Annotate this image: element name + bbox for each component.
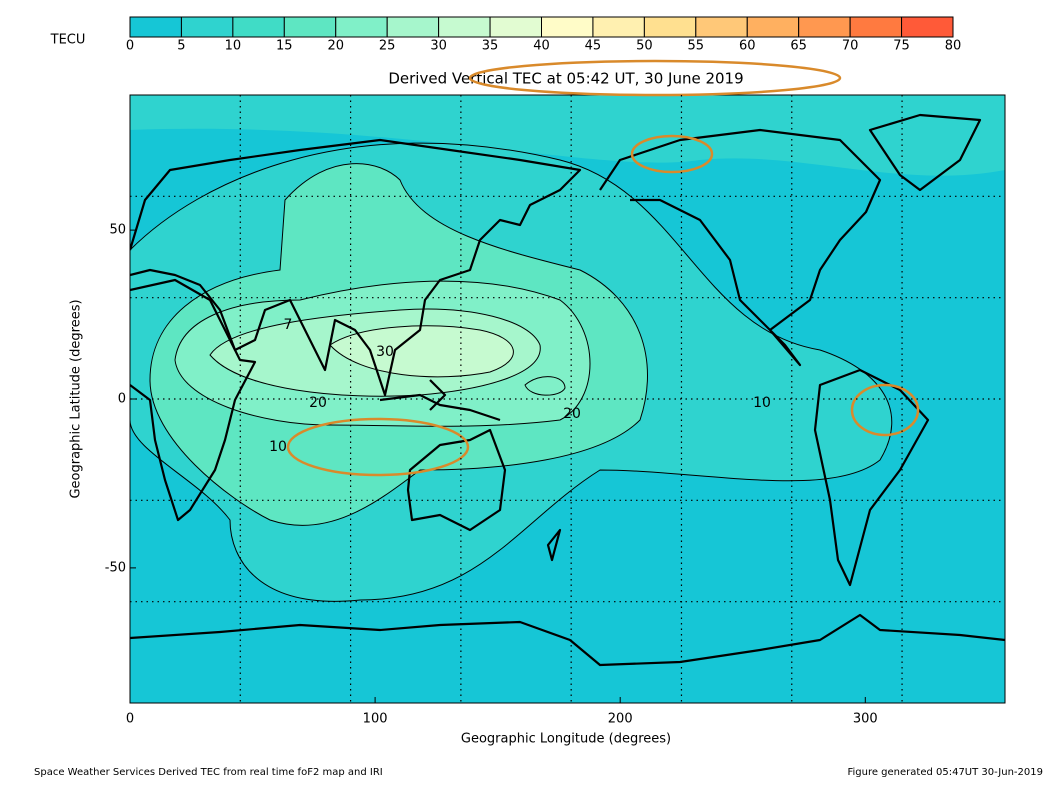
y-tick-label: 0	[118, 392, 126, 407]
chart-title: Derived Vertical TEC at 05:42 UT, 30 Jun…	[388, 70, 743, 88]
y-tick-label: 50	[109, 223, 126, 238]
y-axis-label: Geographic Latitude (degrees)	[69, 299, 84, 498]
colorbar-tick-label: 75	[893, 39, 910, 54]
tec-field	[130, 95, 1005, 703]
x-tick-label: 200	[608, 712, 633, 727]
coastline-greenland	[868, 113, 982, 192]
contour-label: 7	[284, 317, 293, 333]
colorbar-tick-label: 80	[945, 39, 962, 54]
coastline-south-america	[813, 368, 930, 587]
coastline-islands	[379, 379, 501, 422]
colorbar-cell	[386, 16, 440, 38]
colorbar-tick-label: 70	[842, 39, 859, 54]
colorbar-cell	[541, 16, 594, 38]
colorbar-cell	[695, 16, 748, 38]
annotation-ellipse	[630, 134, 714, 174]
y-tick-label: -50	[105, 560, 126, 575]
x-tick-label: 0	[126, 712, 134, 727]
footer-right: Figure generated 05:47UT 30-Jun-2019	[847, 767, 1043, 778]
contour-line	[209, 308, 541, 397]
colorbar-cell	[746, 16, 800, 38]
coastline-north-america	[599, 128, 882, 367]
colorbar-tick-label: 10	[225, 39, 242, 54]
colorbar-cell	[129, 16, 182, 38]
colorbar-tick-label: 15	[276, 39, 293, 54]
contour-label: 10	[753, 395, 771, 411]
x-tick-label: 100	[363, 712, 388, 727]
colorbar-tick-label: 25	[379, 39, 396, 54]
band-5-10-north	[130, 95, 1005, 176]
footer-left: Space Weather Services Derived TEC from …	[34, 767, 383, 778]
annotation-ellipse	[850, 383, 920, 437]
colorbar-cell	[232, 16, 285, 38]
contour-line	[329, 325, 514, 378]
colorbar-label: TECU	[50, 33, 86, 48]
contour-line	[130, 142, 893, 602]
colorbar-cell	[489, 16, 542, 38]
colorbar-cell	[643, 16, 697, 38]
contour-label: 20	[563, 406, 581, 422]
colorbar-tick-label: 30	[430, 39, 447, 54]
contour-line	[149, 163, 648, 526]
colorbar-tick-label: 45	[585, 39, 602, 54]
coastline-eurasia	[130, 138, 582, 397]
colorbar-tick-label: 20	[327, 39, 344, 54]
colorbar-cell	[849, 16, 903, 38]
colorbar-tick-label: 35	[482, 39, 499, 54]
contour-line	[174, 280, 591, 427]
colorbar-tick-label: 0	[126, 39, 134, 54]
colorbar-tick-label: 5	[177, 39, 185, 54]
coastline-new-zealand	[546, 528, 562, 562]
contour-label: 10	[269, 439, 287, 455]
contour-label: 30	[376, 344, 394, 360]
colorbar-tick-label: 60	[739, 39, 756, 54]
annotation-ellipse	[468, 59, 842, 97]
colorbar-cell	[798, 16, 851, 38]
colorbar-cell	[335, 16, 388, 38]
x-axis-label: Geographic Longitude (degrees)	[461, 732, 671, 747]
annotation-ellipse	[286, 417, 470, 477]
colorbar-cell	[592, 16, 645, 38]
colorbar-tick-label: 65	[790, 39, 807, 54]
contour-label: 20	[309, 395, 327, 411]
colorbar-tick-label: 50	[636, 39, 653, 54]
colorbar-tick-label: 55	[688, 39, 705, 54]
colorbar-tick-label: 40	[533, 39, 550, 54]
contour-line	[524, 376, 566, 396]
x-tick-label: 300	[853, 712, 878, 727]
colorbar-cell	[901, 16, 954, 38]
colorbar-cell	[438, 16, 491, 38]
colorbar-cell	[283, 16, 337, 38]
coastline-africa	[130, 278, 257, 522]
coastline-antarctica	[130, 613, 1005, 667]
coastline-australia	[406, 428, 507, 532]
colorbar-cell	[180, 16, 234, 38]
